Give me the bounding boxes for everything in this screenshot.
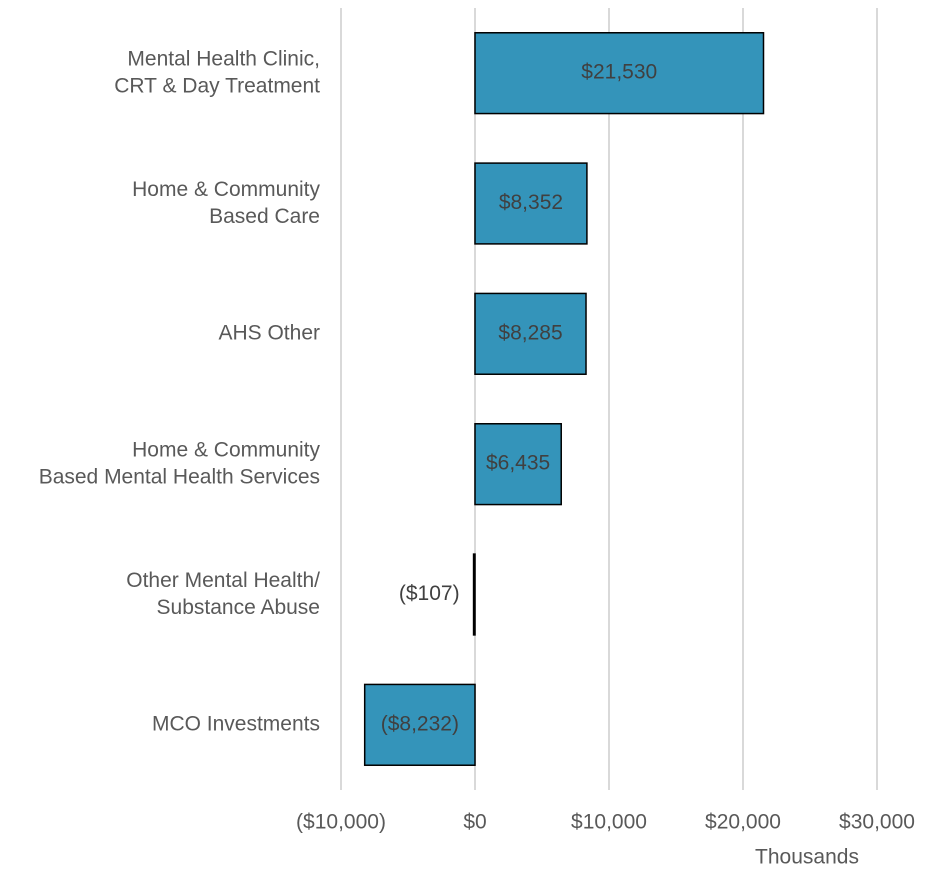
y-tick-label: Mental Health Clinic, CRT & Day Treatment <box>114 47 320 97</box>
x-axis-label: Thousands <box>755 846 859 869</box>
y-tick-label: Other Mental Health/Substance Abuse <box>126 569 320 619</box>
y-tick-label: MCO Investments <box>152 712 320 735</box>
y-tick-label: Home & Community Based Care <box>132 178 320 228</box>
value-label: ($107) <box>399 582 460 605</box>
value-label: $6,435 <box>486 452 550 475</box>
x-tick-label: $10,000 <box>571 811 647 834</box>
x-tick-label: $30,000 <box>839 811 915 834</box>
y-tick-label: AHS Other <box>218 321 320 344</box>
x-tick-label: $0 <box>463 811 486 834</box>
bar <box>363 683 476 766</box>
bar <box>474 423 562 506</box>
x-tick-label: $20,000 <box>705 811 781 834</box>
x-tick-label: ($10,000) <box>296 811 386 834</box>
value-label: $8,285 <box>498 321 562 344</box>
bar <box>474 32 765 115</box>
y-tick-label: Home & Community Based Mental Health Serv… <box>39 438 321 488</box>
bar <box>474 292 587 375</box>
bar <box>472 553 476 636</box>
bar <box>474 162 588 245</box>
value-label: $8,352 <box>499 191 563 214</box>
value-label: ($8,232) <box>381 712 459 735</box>
value-label: $21,530 <box>581 61 657 84</box>
